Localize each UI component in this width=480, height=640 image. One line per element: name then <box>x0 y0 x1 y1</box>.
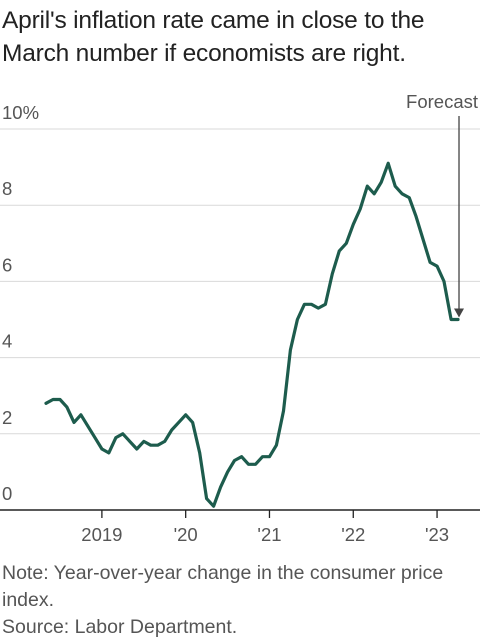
gridlines <box>0 128 480 435</box>
x-tick-label-'20: '20 <box>174 524 198 545</box>
chart-source: Source: Labor Department. <box>2 616 238 638</box>
forecast-arrow-head <box>454 308 465 318</box>
y-tick-label-4: 4 <box>2 331 12 352</box>
x-tick-label-2019: 2019 <box>81 524 122 545</box>
series-line-0 <box>44 161 460 508</box>
forecast-label: Forecast <box>406 91 478 112</box>
x-tick-label-'23: '23 <box>425 524 449 545</box>
forecast-annotation: Forecast <box>406 91 478 318</box>
x-axis-tick-labels: 2019 '20 '21 '22 '23 <box>81 510 449 545</box>
y-tick-label-0: 0 <box>2 483 12 504</box>
series-layer <box>44 161 460 508</box>
chart-title: April's inflation rate came in close to … <box>2 7 425 67</box>
x-tick-label-'21: '21 <box>257 524 281 545</box>
y-axis-tick-labels: 0 2 4 6 8 10% <box>2 102 39 504</box>
y-tick-label-10: 10% <box>2 102 39 123</box>
y-tick-label-8: 8 <box>2 178 12 199</box>
chart-note: Note: Year-over-year change in the consu… <box>2 562 444 611</box>
y-tick-label-6: 6 <box>2 254 12 275</box>
y-tick-label-2: 2 <box>2 407 12 428</box>
x-tick-label-'22: '22 <box>341 524 365 545</box>
